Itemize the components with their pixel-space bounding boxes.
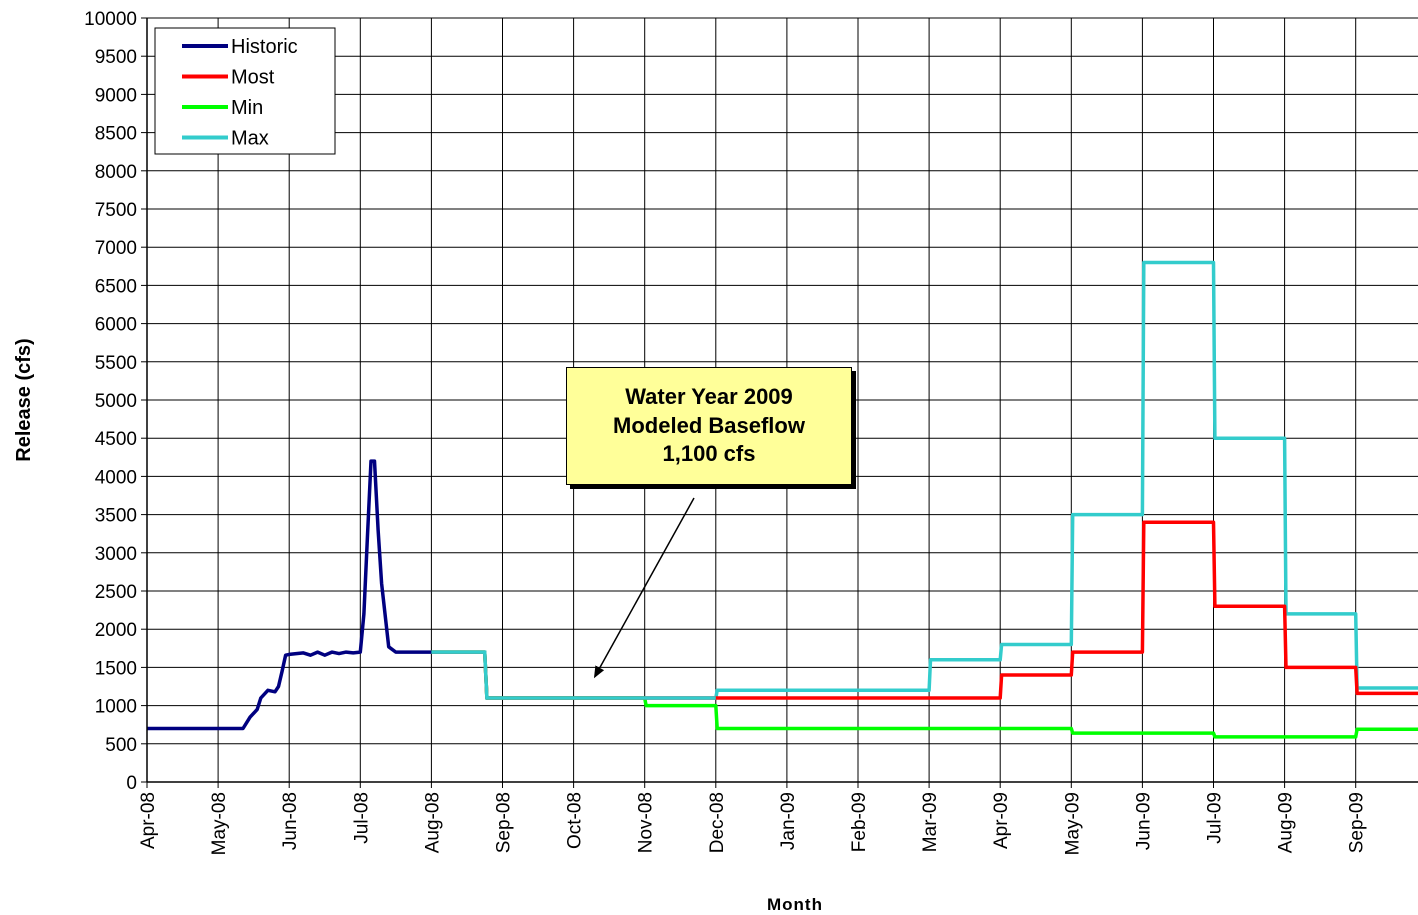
x-tick-label: Sep-08 [494,792,515,853]
annotation-line-3: 1,100 cfs [662,441,756,467]
y-tick-label: 9500 [95,47,137,68]
x-tick-label: Jul-08 [351,792,372,844]
y-tick-label: 2500 [95,582,137,603]
series-line-min [431,650,1418,739]
legend-label-most: Most [231,67,275,89]
y-tick-label: 8000 [95,162,137,183]
annotation-callout: Water Year 2009 Modeled Baseflow 1,100 c… [566,367,852,485]
y-tick-label: 2000 [95,620,137,641]
y-tick-label: 3000 [95,544,137,565]
y-tick-label: 0 [126,773,137,794]
y-tick-label: 1000 [95,697,137,718]
annotation-line-1: Water Year 2009 [625,384,793,410]
y-tick-label: 4000 [95,467,137,488]
x-tick-label: Jun-09 [1133,792,1154,850]
y-tick-label: 9000 [95,85,137,106]
y-tick-label: 500 [105,735,137,756]
y-tick-label: 7000 [95,238,137,259]
x-tick-label: Apr-08 [138,792,159,849]
legend-label-historic: Historic [231,36,298,58]
y-tick-label: 4500 [95,429,137,450]
legend-label-min: Min [231,97,263,119]
x-tick-label: Oct-08 [565,792,586,849]
x-tick-label: Sep-09 [1347,792,1368,853]
x-tick-label: Dec-08 [707,792,728,853]
series-line-historic [147,459,432,731]
y-tick-label: 1500 [95,658,137,679]
y-tick-label: 3500 [95,506,137,527]
x-tick-label: Jan-09 [778,792,799,850]
x-tick-label: Jun-08 [280,792,301,850]
x-tick-label: May-09 [1062,792,1083,855]
legend: Historic Most Min Max [154,27,336,155]
x-tick-label: Apr-09 [991,792,1012,849]
legend-box [154,27,336,155]
annotation-arrow [593,497,695,679]
y-tick-label: 6500 [95,276,137,297]
y-tick-label: 8500 [95,124,137,145]
series-line-most [431,520,1418,700]
x-tick-label: Feb-09 [849,792,870,852]
x-tick-label: Aug-09 [1276,792,1297,853]
x-tick-label: Aug-08 [422,792,443,853]
x-tick-label: Jul-09 [1205,792,1226,844]
y-tick-label: 5500 [95,353,137,374]
x-axis-title: Month [767,895,823,914]
legend-label-max: Max [231,128,269,150]
x-tick-label: May-08 [209,792,230,855]
x-tick-label: Mar-09 [920,792,941,852]
y-tick-label: 5000 [95,391,137,412]
x-tick-label: Nov-08 [636,792,657,853]
annotation-line-2: Modeled Baseflow [613,412,805,438]
y-tick-label: 10000 [84,9,137,30]
y-tick-label: 6000 [95,315,137,336]
series-line-max-overlay [431,650,716,700]
y-axis-title: Release (cfs) [13,338,35,461]
y-tick-label: 7500 [95,200,137,221]
